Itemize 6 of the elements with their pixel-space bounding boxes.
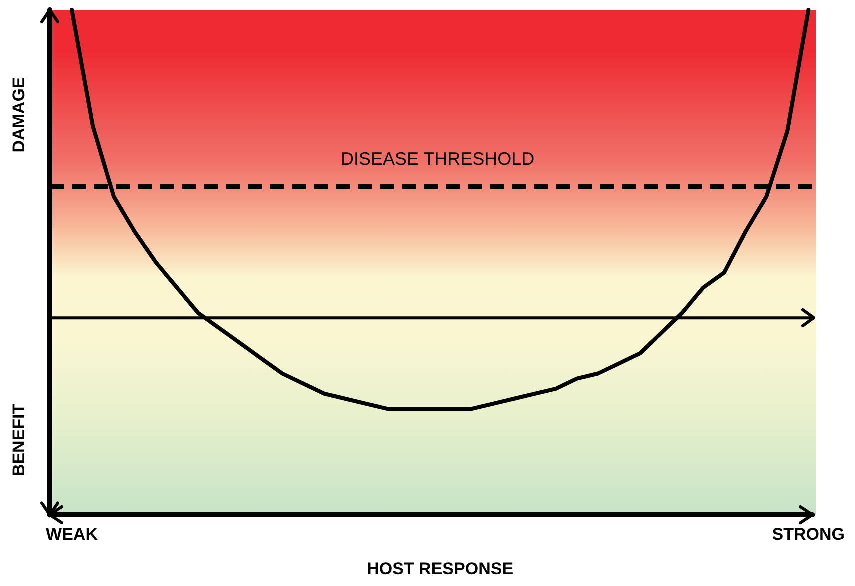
x-tick-label: STRONG (772, 525, 846, 544)
text: DAMAGE (10, 77, 29, 153)
x-axis-title: HOST RESPONSE (367, 559, 514, 578)
ref-line-label: DISEASE THRESHOLD (340, 148, 535, 169)
text: BENEFIT (10, 403, 29, 477)
x-tick-label: WEAK (46, 525, 99, 544)
